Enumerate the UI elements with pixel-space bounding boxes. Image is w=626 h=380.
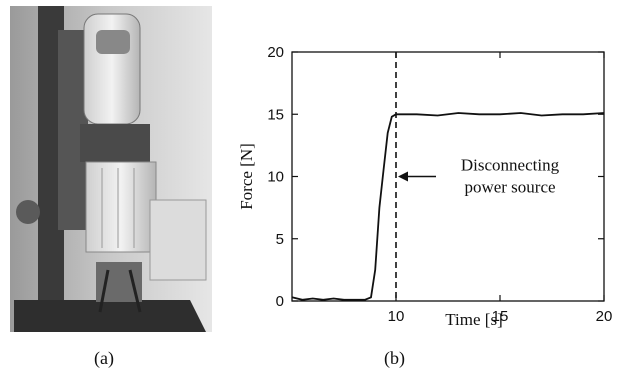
annotation-arrowhead — [398, 171, 408, 182]
y-tick-label: 15 — [267, 106, 284, 123]
annotation-line2: power source — [464, 178, 555, 197]
y-axis-label: Force [N] — [237, 143, 256, 210]
y-tick-label: 10 — [267, 169, 284, 186]
x-axis-label: Time [s] — [445, 310, 502, 329]
annotation-line1: Disconnecting — [461, 156, 560, 175]
plot-frame — [291, 51, 605, 302]
caption-b: (b) — [384, 348, 405, 368]
y-tick-label: 0 — [276, 293, 284, 310]
x-tick-label: 20 — [596, 308, 613, 325]
y-tick-label: 5 — [276, 231, 284, 248]
caption-a: (a) — [94, 348, 114, 368]
y-tick-label: 20 — [267, 44, 284, 61]
x-tick-label: 10 — [388, 308, 405, 325]
robot-arm-photo — [10, 6, 212, 332]
x-tick-label: 15 — [492, 308, 509, 325]
force-series-line — [291, 112, 605, 301]
